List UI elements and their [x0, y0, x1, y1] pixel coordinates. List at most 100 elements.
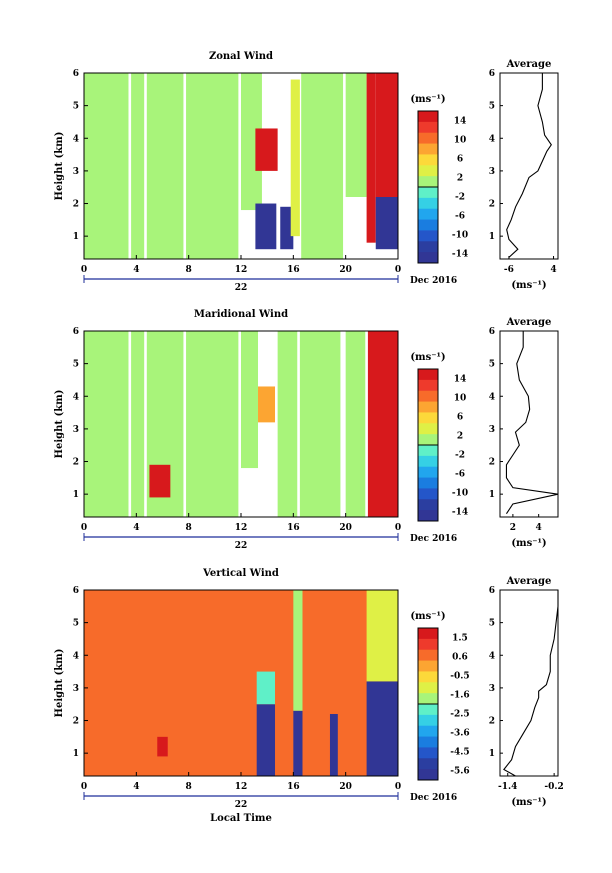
field-segment	[241, 331, 259, 469]
field-segment	[299, 331, 341, 517]
field-segment	[366, 73, 376, 243]
y-tick-label: 3	[73, 167, 79, 177]
colorbar-swatch	[418, 628, 438, 640]
field-segment	[186, 73, 239, 259]
x-tick-label: 4	[133, 523, 139, 533]
colorbar-tick-label: -6	[455, 470, 465, 480]
profile-frame	[499, 330, 559, 518]
x-tick-label: 12	[235, 265, 248, 275]
field-segment	[345, 73, 367, 197]
y-tick-label: 5	[73, 619, 79, 629]
colorbar-tick-label: -10	[452, 231, 468, 241]
y-tick-label: 3	[73, 684, 79, 694]
colorbar-tick-label: 14	[454, 375, 467, 385]
profile-x-label: (ms⁻¹)	[511, 538, 546, 549]
x-tick-label: 20	[339, 782, 352, 792]
field-segment	[366, 681, 398, 776]
y-tick-label: 2	[73, 200, 79, 210]
field-segment	[149, 464, 171, 498]
field-segment	[293, 710, 303, 776]
colorbar-tick-label: 0.6	[452, 653, 468, 663]
colorbar-tick-label: -4.5	[450, 748, 469, 758]
profile-y-tick-label: 4	[489, 651, 495, 661]
colorbar-tick-label: 1.5	[452, 634, 468, 644]
colorbar-tick-label: -2.5	[450, 710, 469, 720]
profile-x-tick-label: 4	[536, 523, 542, 533]
x-tick-label: 8	[186, 523, 192, 533]
colorbar-swatch	[418, 769, 438, 781]
field-segment	[258, 386, 276, 423]
colorbar-swatch	[418, 369, 438, 381]
profile-frame	[499, 72, 559, 260]
field-segment	[84, 590, 398, 776]
profile-title: Average	[506, 59, 552, 70]
profile-x-tick-label: 4	[550, 265, 556, 275]
colorbar-swatch	[418, 197, 438, 210]
profile-title: Average	[506, 317, 552, 328]
colorbar-tick-label: -10	[452, 489, 468, 499]
profile-y-tick-label: 5	[489, 619, 495, 629]
colorbar-tick-label: -0.5	[450, 672, 469, 682]
colorbar-tick-label: -6	[455, 212, 465, 222]
profile-x-tick-label: -0.2	[544, 782, 563, 792]
y-axis-label: Height (km)	[54, 649, 65, 718]
y-tick-label: 3	[73, 425, 79, 435]
colorbar-swatch	[418, 176, 438, 188]
field-segment	[186, 331, 239, 517]
colorbar-swatch	[418, 725, 438, 738]
field-segment	[241, 73, 262, 211]
colorbar-swatch	[418, 693, 438, 705]
y-tick-label: 1	[73, 749, 79, 759]
x-tick-label: 12	[235, 523, 248, 533]
field-segment	[131, 73, 145, 259]
y-axis-label: Height (km)	[54, 390, 65, 459]
colorbar-swatch	[418, 510, 438, 522]
y-tick-label: 2	[73, 717, 79, 727]
x-tick-label: 4	[133, 782, 139, 792]
colorbar-swatch	[418, 477, 438, 489]
y-tick-label: 6	[73, 327, 79, 337]
colorbar-swatch	[418, 660, 438, 672]
colorbar-swatch	[418, 241, 438, 253]
colorbar-swatch	[418, 390, 438, 403]
colorbar-swatch	[418, 132, 438, 145]
date-label: Dec 2016	[410, 534, 457, 544]
field-segment	[290, 79, 300, 237]
field-segment	[255, 203, 277, 250]
colorbar-tick-label: 2	[457, 432, 463, 442]
colorbar-swatch	[418, 466, 438, 479]
profile-y-tick-label: 2	[489, 717, 495, 727]
y-tick-label: 5	[73, 102, 79, 112]
profile-x-label: (ms⁻¹)	[511, 280, 546, 291]
profile-y-tick-label: 5	[489, 102, 495, 112]
profile-y-tick-label: 3	[489, 684, 495, 694]
profile-y-tick-label: 2	[489, 200, 495, 210]
x-tick-label: 8	[186, 782, 192, 792]
field-segment	[293, 590, 303, 711]
y-tick-label: 4	[73, 134, 79, 144]
profile-y-tick-label: 5	[489, 360, 495, 370]
field-segment	[345, 331, 366, 517]
colorbar-tick-label: -5.6	[450, 767, 469, 777]
profile-x-tick-label: -6	[504, 265, 514, 275]
colorbar-swatch	[418, 230, 438, 242]
field-segment	[255, 128, 278, 171]
profile-title: Average	[506, 576, 552, 587]
x-tick-label: 20	[339, 265, 352, 275]
colorbar-swatch	[418, 445, 438, 457]
colorbar-tick-label: -2	[455, 193, 465, 203]
colorbar-swatch	[418, 111, 438, 123]
y-tick-label: 5	[73, 360, 79, 370]
colorbar-tick-label: -14	[452, 508, 468, 518]
profile-y-tick-label: 4	[489, 134, 495, 144]
colorbar-swatch	[418, 154, 438, 166]
x-tick-label: 12	[235, 782, 248, 792]
colorbar-swatch	[418, 219, 438, 231]
colorbar-swatch	[418, 165, 438, 177]
y-tick-label: 4	[73, 392, 79, 402]
field-segment	[256, 671, 276, 705]
colorbar-unit: (ms⁻¹)	[410, 94, 445, 105]
x-tick-label: 4	[133, 265, 139, 275]
field-segment	[329, 714, 338, 776]
colorbar-swatch	[418, 423, 438, 435]
